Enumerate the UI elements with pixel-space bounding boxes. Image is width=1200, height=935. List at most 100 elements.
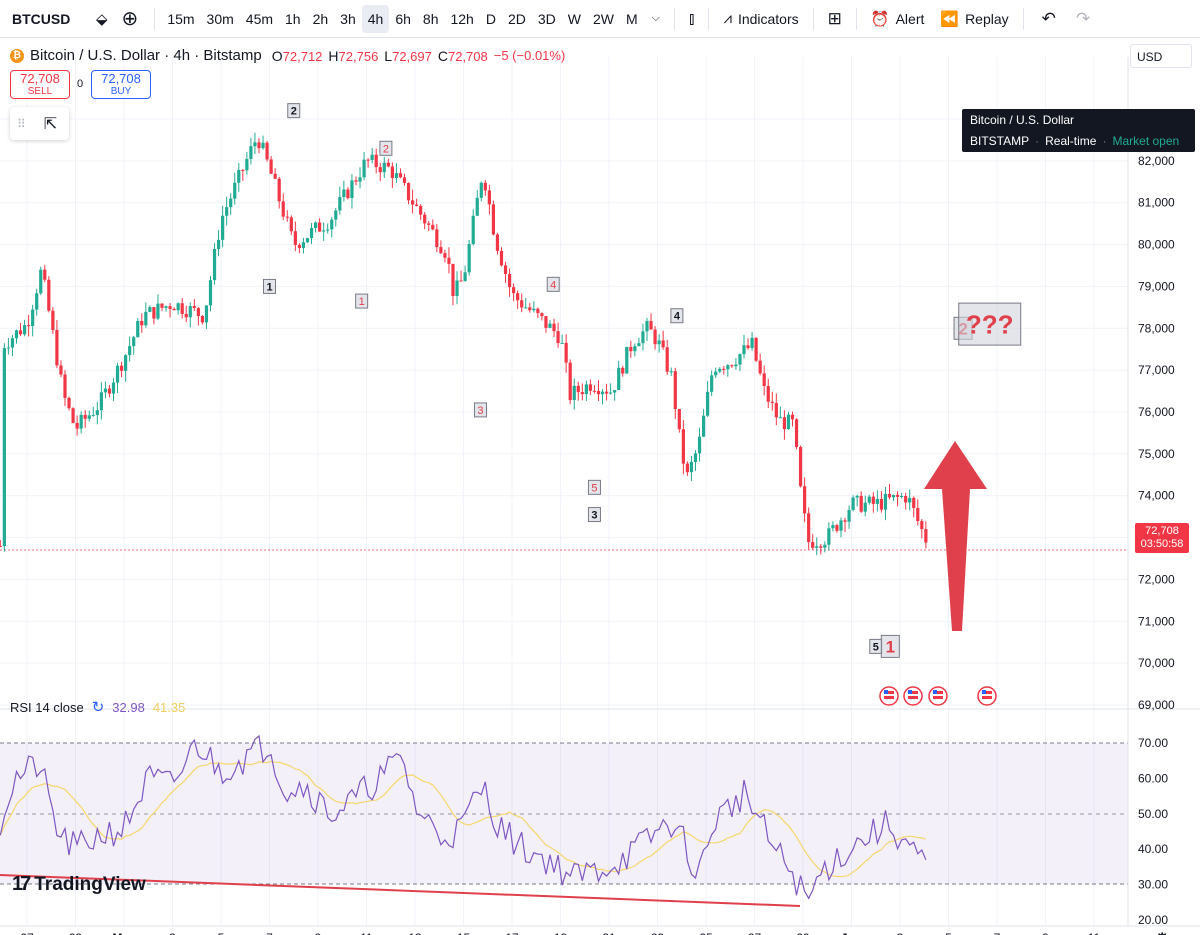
rsi-value: 32.98: [112, 699, 145, 715]
candle: [152, 306, 156, 325]
time-tick: 27: [20, 931, 34, 935]
wave-label-text: 4: [550, 279, 556, 291]
layouts-icon[interactable]: ⊞: [827, 8, 842, 28]
interval-tab-2d[interactable]: 2D: [507, 10, 526, 27]
candle: [706, 381, 710, 417]
wave-label[interactable]: 1: [880, 634, 900, 658]
wave-label[interactable]: 3: [587, 507, 601, 523]
wave-label[interactable]: 1: [263, 278, 276, 294]
add-symbol-icon[interactable]: ⊕: [121, 8, 139, 30]
candle: [887, 483, 892, 500]
alert-button[interactable]: ⏰ Alert: [863, 5, 932, 33]
time-tick: 11: [1088, 931, 1101, 935]
interval-tab-m[interactable]: M: [626, 10, 638, 27]
interval-tab-6h[interactable]: 6h: [395, 10, 411, 27]
candle: [924, 521, 928, 549]
interval-tab-w[interactable]: W: [567, 10, 581, 27]
chevron-down-icon[interactable]: ⌵: [651, 12, 661, 24]
candle: [524, 297, 528, 309]
candle: [681, 420, 685, 475]
candle: [200, 315, 205, 325]
candle: [479, 181, 483, 202]
us-flag-event-icon[interactable]: [977, 686, 997, 706]
candle: [10, 335, 15, 357]
us-flag-event-icon[interactable]: [928, 686, 948, 706]
time-tick: 29: [69, 931, 83, 935]
rsi-line: [0, 734, 927, 900]
tradingview-logo[interactable]: 17 TradingView: [12, 873, 146, 896]
candle: [609, 383, 613, 395]
price-tick: 75,000: [1138, 447, 1175, 461]
cursor-arrow-icon[interactable]: ⇱: [43, 115, 58, 133]
candle: [697, 427, 702, 462]
rsi-title[interactable]: RSI 14 close: [10, 699, 84, 715]
interval-tabs: 15m 30m 45m 1h 2h 3h 4h 6h 8h 12h D 2D 3D W 2W M: [161, 4, 643, 33]
drag-handle-icon[interactable]: ⠿: [17, 116, 26, 131]
wave-label[interactable]: 2: [379, 140, 393, 156]
symbol-search[interactable]: BTCUSD ⬙: [0, 0, 116, 38]
rsi-tick: 30.00: [1138, 878, 1168, 892]
sell-button[interactable]: 72,708 SELL: [10, 70, 70, 99]
candle: [415, 198, 419, 207]
candle: [362, 151, 366, 181]
currency-selector[interactable]: USD: [1130, 44, 1192, 68]
candle-type-icon[interactable]: ⫾: [689, 8, 695, 28]
undo-icon[interactable]: ↶: [1041, 8, 1056, 28]
rsi-settings-icon[interactable]: ↻: [91, 699, 105, 716]
replay-button[interactable]: ⏪ Replay: [932, 5, 1016, 33]
candle: [221, 205, 225, 248]
us-flag-event-icon[interactable]: [879, 686, 899, 706]
wave-label-text: 5: [873, 641, 879, 653]
interval-tab-4h[interactable]: 4h: [361, 4, 390, 33]
redo-icon[interactable]: ↷: [1075, 8, 1091, 28]
candle: [180, 298, 184, 319]
wave-label[interactable]: 2: [287, 103, 301, 119]
wave-label-box: [263, 278, 276, 294]
candle: [184, 305, 188, 323]
interval-tab-12h[interactable]: 12h: [450, 10, 474, 27]
wave-label[interactable]: 5: [869, 638, 883, 654]
legend-title[interactable]: Bitcoin / U.S. Dollar · 4h · Bitstamp: [30, 47, 262, 64]
candle: [338, 186, 342, 215]
time-tick: 23: [651, 931, 665, 935]
candle: [920, 519, 924, 539]
wave-label[interactable]: 1: [355, 293, 369, 309]
wave-label-text: 1: [886, 638, 895, 657]
tooltip-dot: ·: [1035, 134, 1040, 148]
candle: [778, 406, 782, 419]
candle: [467, 239, 471, 276]
interval-tab-8h[interactable]: 8h: [422, 10, 439, 27]
interval-tab-1h[interactable]: 1h: [285, 10, 301, 27]
interval-tab-2h[interactable]: 2h: [312, 10, 329, 27]
compare-symbol-icon[interactable]: ⬙: [96, 10, 108, 28]
candle: [613, 389, 617, 401]
interval-tab-2w[interactable]: 2W: [593, 10, 614, 27]
interval-tab-15m[interactable]: 15m: [167, 10, 195, 27]
time-tick: 7: [266, 931, 273, 935]
candle: [370, 148, 374, 164]
candle: [313, 221, 318, 233]
wave-label[interactable]: 4: [670, 308, 684, 324]
candle: [358, 167, 362, 189]
buy-button[interactable]: 72,708 BUY: [91, 70, 151, 99]
wave-label[interactable]: 4: [546, 276, 560, 292]
symbol-name[interactable]: BTCUSD: [12, 10, 71, 27]
candle: [39, 266, 43, 296]
wave-label[interactable]: 3: [473, 402, 487, 418]
interval-tab-3d[interactable]: 3D: [537, 10, 556, 27]
us-flag-event-icon[interactable]: [903, 686, 923, 706]
candle: [22, 319, 27, 337]
interval-tab-30m[interactable]: 30m: [206, 10, 234, 27]
candle: [459, 270, 463, 282]
wave-label[interactable]: ???: [958, 302, 1022, 346]
replay-label: Replay: [965, 10, 1009, 27]
candle: [196, 307, 200, 326]
indicators-button[interactable]: ⩘ Indicators: [715, 5, 806, 33]
wave-label[interactable]: 5: [587, 479, 601, 495]
interval-tab-3h[interactable]: 3h: [340, 10, 356, 27]
settings-gear-icon[interactable]: ⚙: [1155, 931, 1169, 935]
candle: [580, 383, 584, 401]
interval-tab-45m[interactable]: 45m: [245, 10, 274, 27]
interval-tab-d[interactable]: D: [485, 10, 496, 27]
